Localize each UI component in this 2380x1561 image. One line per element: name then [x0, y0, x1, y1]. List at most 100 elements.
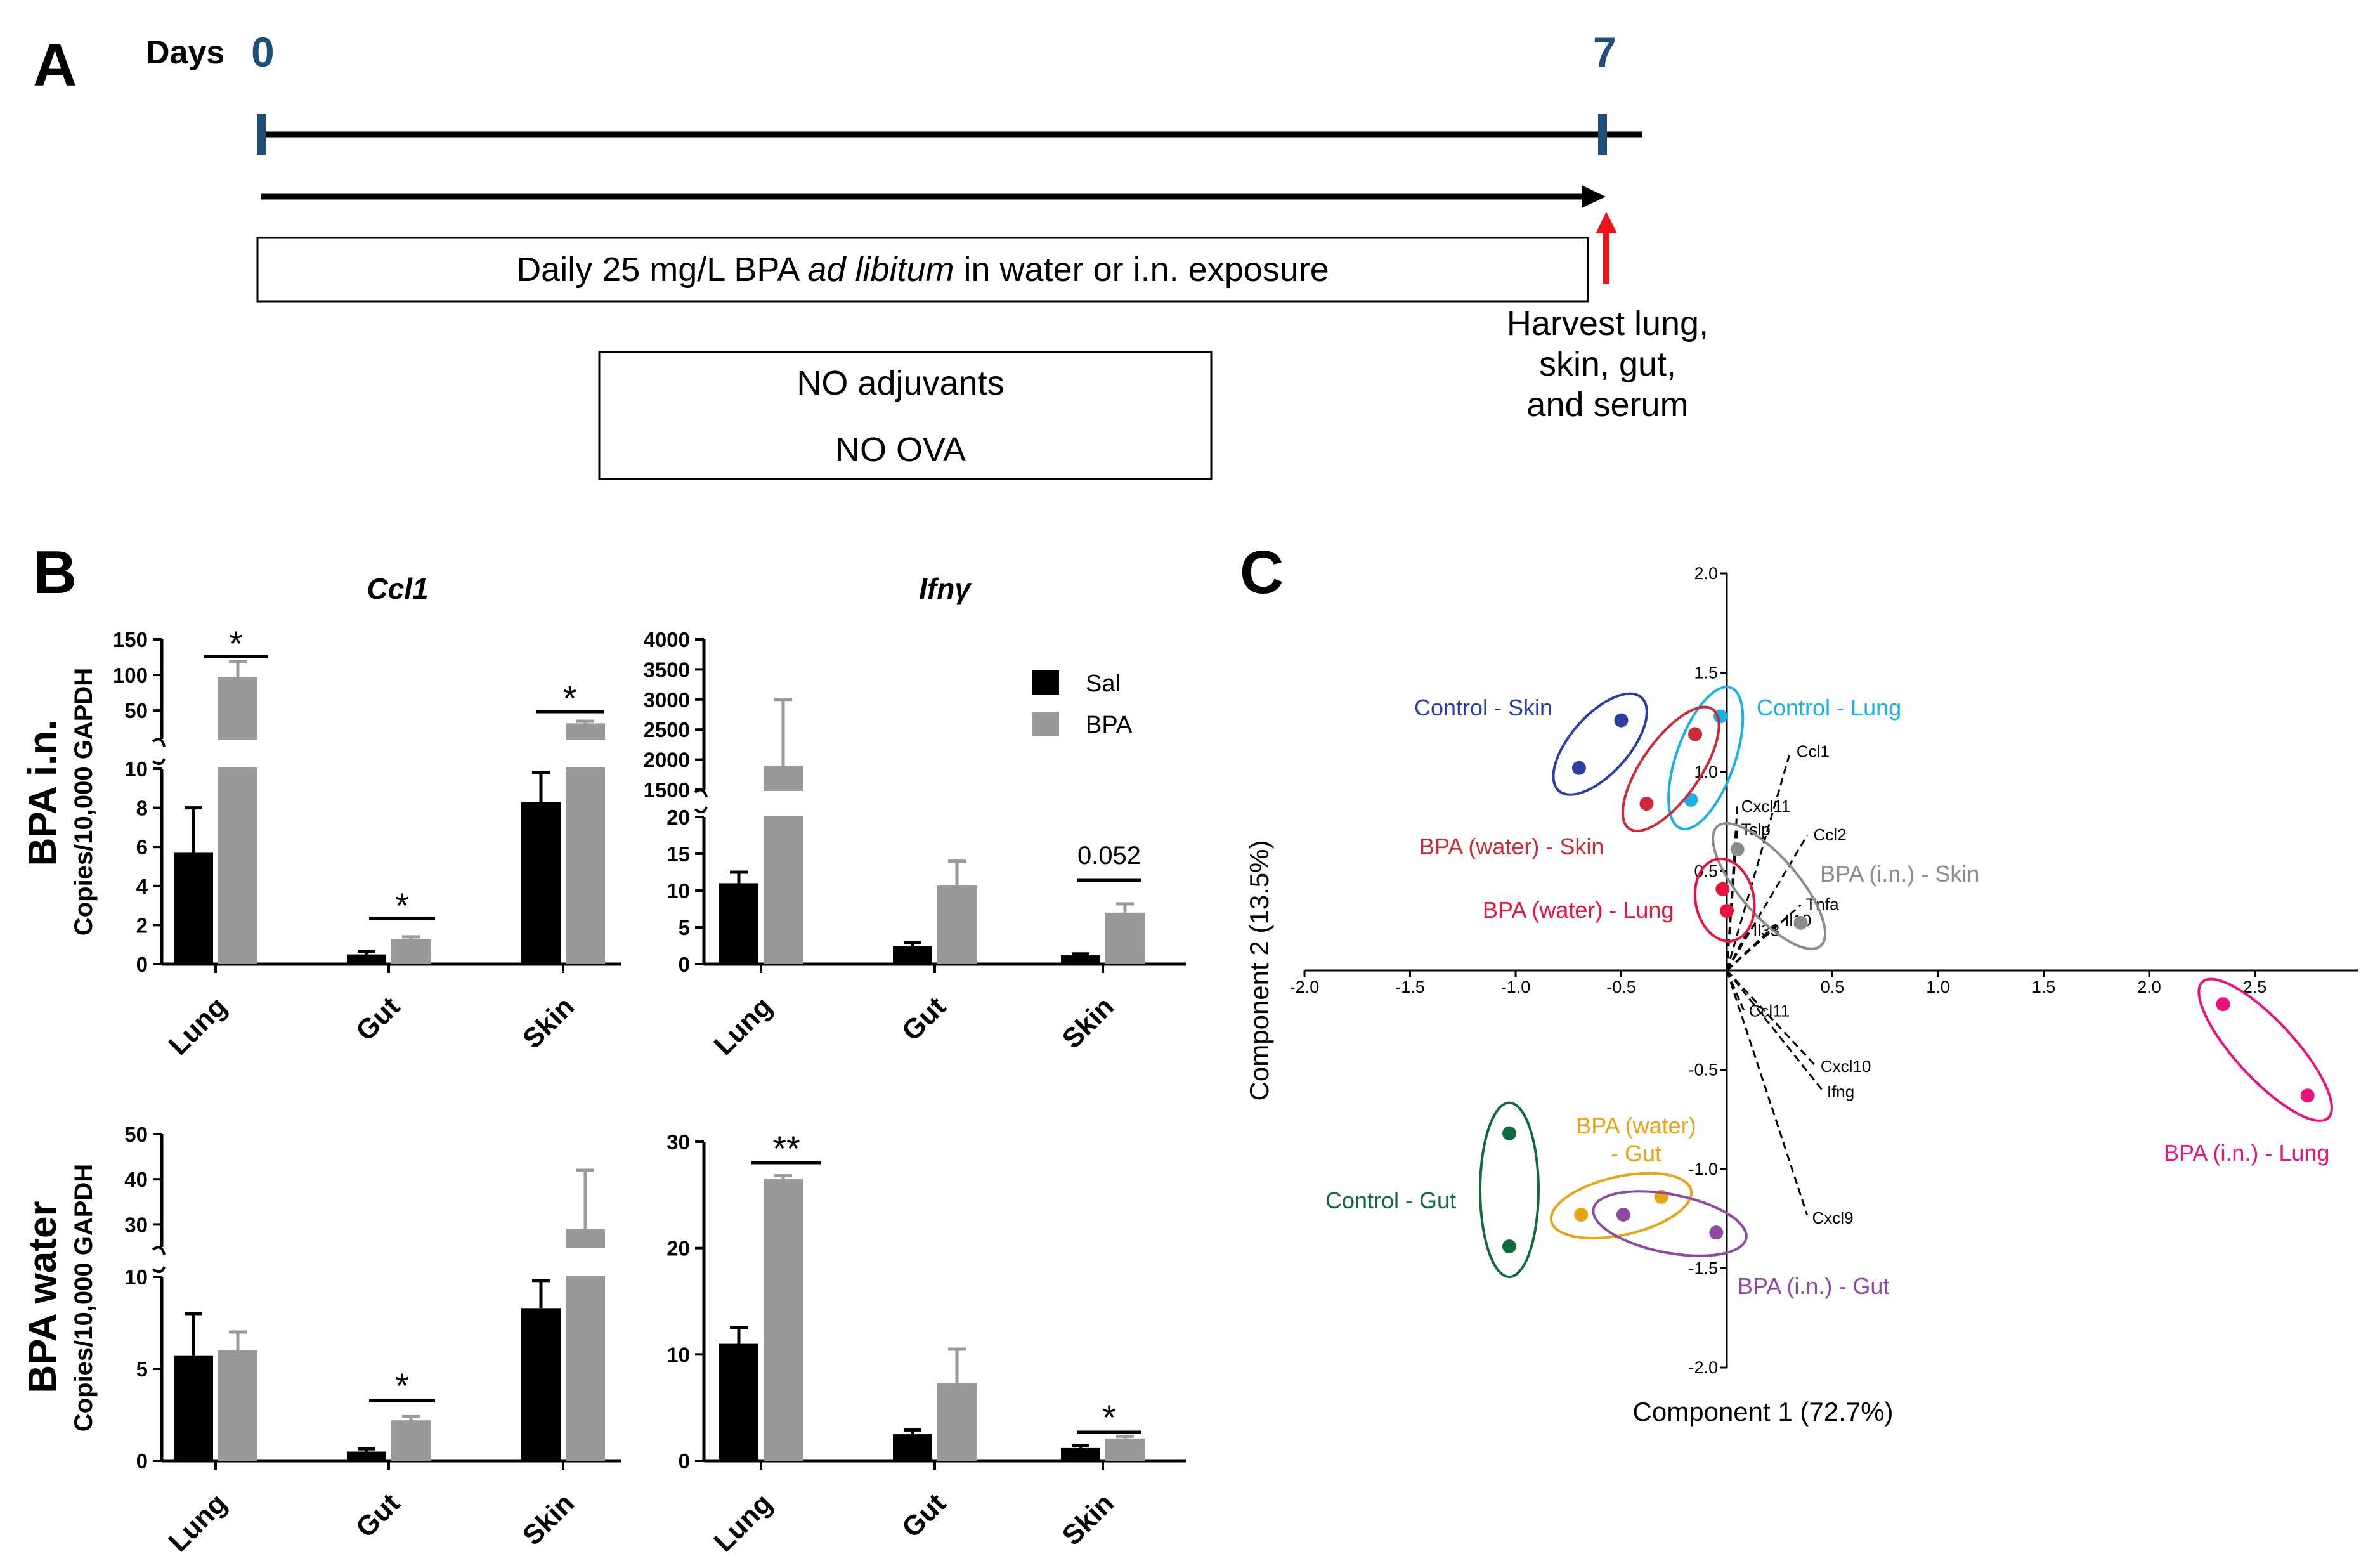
loading-vector-il33: [1726, 930, 1749, 971]
adjuvant-box: [598, 351, 1213, 480]
x-category-label: Lung: [162, 1487, 233, 1558]
harvest-line-3: and serum: [1526, 386, 1688, 424]
x-category-label: Skin: [517, 1487, 580, 1551]
x-category-label: Gut: [350, 1487, 406, 1543]
legend-label-bpa: BPA: [1086, 712, 1133, 738]
pca-point: [1614, 713, 1629, 728]
pca-y-tick-label: 1.5: [1694, 663, 1718, 683]
y-tick-label: 40: [124, 1168, 148, 1191]
bar-break-gap: [217, 740, 259, 767]
pca-x-tick-label: 1.5: [2032, 977, 2056, 996]
no-adjuvants-text: NO adjuvants: [797, 364, 1004, 402]
loading-label: Cxcl11: [1741, 797, 1791, 816]
group-ellipse: [1592, 1190, 1748, 1257]
y-tick-label: 3000: [644, 688, 690, 712]
loading-vector-ccl2: [1726, 835, 1808, 971]
y-tick-label: 30: [667, 1130, 690, 1154]
y-tick-label: 20: [667, 806, 690, 829]
bar-bpa-skin: [1105, 912, 1145, 964]
row-label-water: BPA water: [21, 1201, 65, 1393]
bar-sal-gut: [893, 1434, 932, 1461]
treatment-text-italic: ad libitum: [807, 251, 954, 289]
bar-sal-lung: [174, 1355, 213, 1461]
y-tick-label: 10: [124, 757, 148, 781]
bar-bpa-skin: [1105, 1438, 1145, 1461]
bar-sal-skin: [521, 1308, 561, 1461]
y-tick-label: 15: [667, 842, 690, 866]
harvest-line-2: skin, gut,: [1539, 345, 1676, 383]
bar-bpa-gut: [391, 1420, 431, 1461]
pca-point: [1730, 842, 1745, 857]
bar-sal-lung: [174, 852, 213, 964]
harvest-arrowhead: [1596, 212, 1617, 233]
pca-x-tick-label: -1.0: [1501, 977, 1531, 996]
row-label-in: BPA i.n.: [21, 720, 65, 866]
loading-label: Cxcl10: [1821, 1057, 1871, 1076]
x-category-label: Gut: [350, 991, 406, 1047]
group-ellipse: [1712, 822, 1827, 950]
group-label-in-lung: BPA (i.n.) - Lung: [2164, 1140, 2329, 1166]
pca-point: [1574, 1207, 1589, 1222]
group-label-in-gut: BPA (i.n.) - Gut: [1738, 1273, 1889, 1299]
pca-point: [1684, 792, 1698, 807]
bar-bpa-gut: [391, 938, 431, 964]
pca-point: [1616, 1207, 1630, 1222]
y-tick-label: 2000: [644, 748, 690, 772]
legend-label-sal: Sal: [1086, 670, 1121, 697]
loading-vector-ifng: [1726, 970, 1823, 1090]
bar-bpa-gut: [937, 885, 977, 964]
y-tick-label: 100: [113, 663, 148, 687]
bar-sal-skin: [521, 802, 561, 964]
group-label-water-gut-1: BPA (water): [1576, 1113, 1696, 1139]
pca-point: [1715, 882, 1730, 896]
y-tick-label: 150: [113, 628, 148, 651]
pca-y-tick-label: -1.5: [1688, 1259, 1718, 1278]
y-tick-label: 30: [124, 1213, 148, 1236]
significance-label: *: [229, 624, 243, 663]
significance-label: *: [395, 1366, 409, 1406]
y-tick-label: 0: [679, 953, 690, 976]
pca-point: [1502, 1239, 1517, 1254]
x-category-label: Skin: [1057, 991, 1120, 1054]
x-category-label: Gut: [896, 1487, 952, 1543]
x-category-label: Skin: [1057, 1487, 1120, 1551]
bar-break-gap: [762, 791, 804, 816]
pca-point: [1688, 727, 1703, 741]
pca-y-tick-label: 2.0: [1694, 564, 1718, 583]
bar-sal-gut: [347, 1451, 386, 1461]
y-tick-label: 8: [136, 797, 148, 820]
group-label-water-lung: BPA (water) - Lung: [1483, 897, 1674, 923]
y-tick-label: 3500: [644, 658, 690, 681]
panel-b: B Ccl1 Ifnγ BPA i.n. BPA water Copies/10…: [21, 539, 1186, 1558]
harvest-line-1: Harvest lung,: [1507, 304, 1708, 343]
bar-sal-skin: [1061, 955, 1100, 964]
axis-break-mark: [152, 1266, 166, 1274]
loading-label: Ccl1: [1797, 742, 1830, 761]
bar-bpa-gut: [937, 1383, 977, 1461]
panel-a-label: A: [33, 31, 77, 99]
day-start-label: 0: [251, 29, 275, 75]
pca-ylabel: Component 2 (13.5%): [1244, 840, 1274, 1101]
pca-x-tick-label: 0.5: [1821, 977, 1845, 996]
pca-x-tick-label: 1.0: [1926, 977, 1950, 996]
group-label-control-gut: Control - Gut: [1325, 1187, 1456, 1213]
ylabel-row1: Copies/10,000 GAPDH: [70, 668, 98, 936]
y-tick-label: 20: [667, 1237, 690, 1260]
pca-x-tick-label: -2.0: [1290, 977, 1320, 996]
y-tick-label: 0: [136, 953, 148, 976]
y-tick-label: 4000: [644, 628, 690, 651]
group-ellipse: [1549, 1172, 1693, 1240]
loading-label: Tnfa: [1806, 895, 1840, 914]
pca-biplot: -2.0 -1.5 -1.0 -0.5 0.5 1.0 1.5 2.0 2.52.01.51.0…: [1290, 564, 2358, 1377]
pca-x-tick-label: -1.5: [1395, 977, 1425, 996]
y-tick-label: 0: [136, 1449, 148, 1473]
bar-bpa-lung: [764, 1179, 803, 1461]
pca-point: [1502, 1126, 1517, 1140]
y-tick-label: 2500: [644, 718, 690, 741]
y-tick-label: 10: [124, 1265, 148, 1289]
bar-bpa-lung: [218, 677, 257, 964]
loading-vector-cxcl10: [1726, 969, 1816, 1067]
significance-label: 0.052: [1077, 842, 1141, 870]
